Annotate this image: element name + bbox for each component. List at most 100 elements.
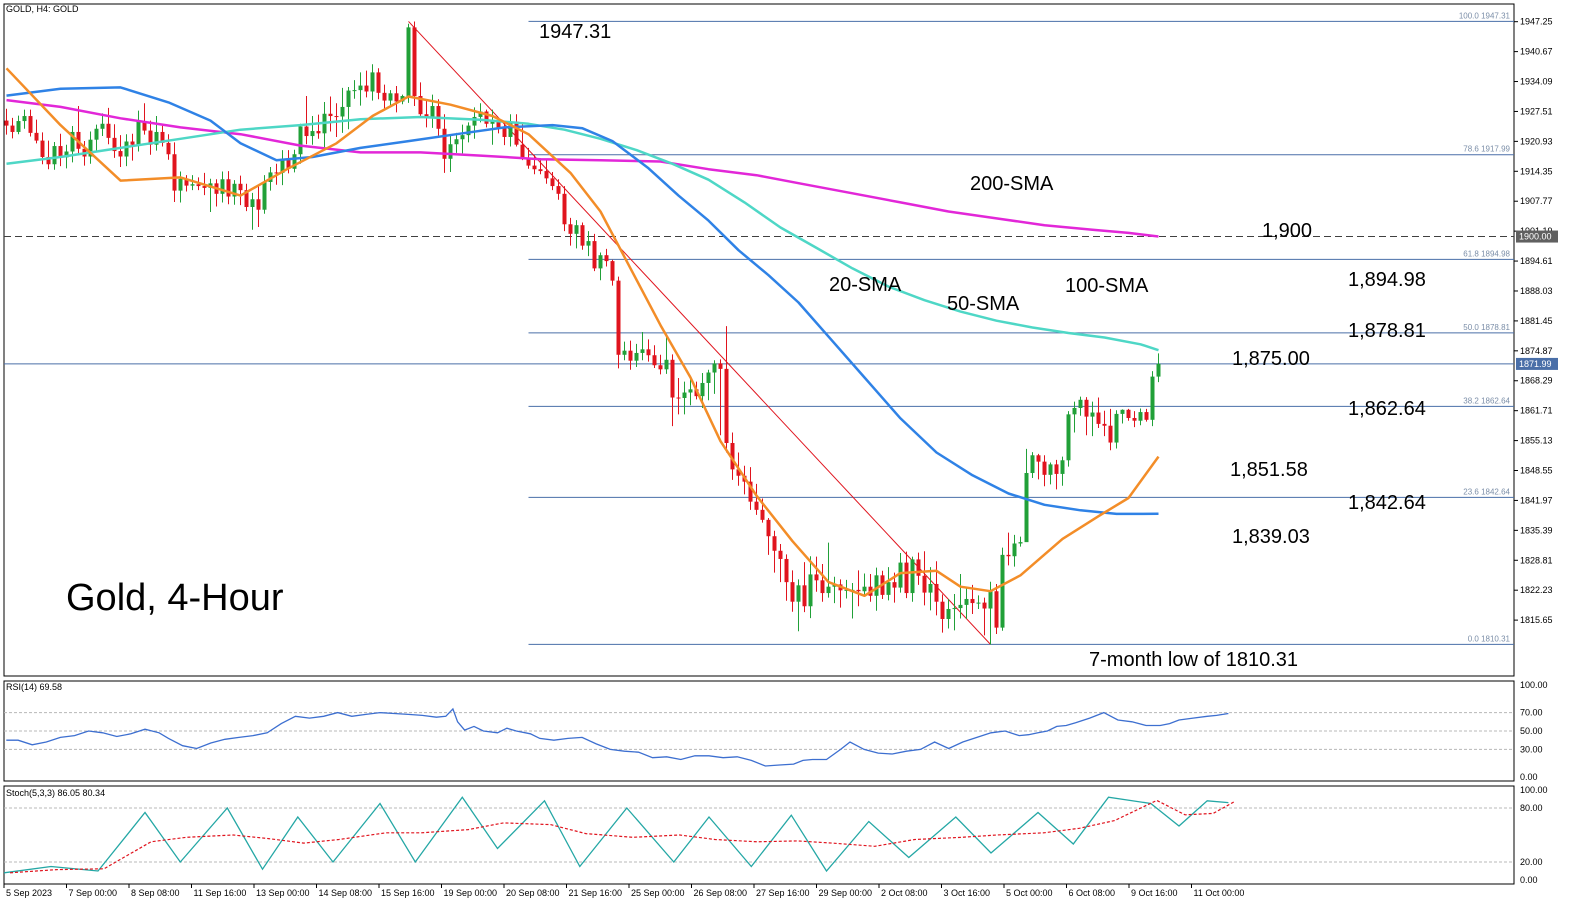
candle-body xyxy=(16,121,21,132)
candle-body xyxy=(376,72,381,93)
annotation-1851: 1,851.58 xyxy=(1230,459,1308,481)
time-tick-label: 21 Sep 16:00 xyxy=(569,888,623,898)
candle-body xyxy=(136,121,141,145)
time-tick-label: 20 Sep 08:00 xyxy=(506,888,560,898)
price-box-label: 1900.00 xyxy=(1519,232,1552,242)
price-tick-label: 1888.03 xyxy=(1520,286,1553,296)
candle-body xyxy=(1054,464,1059,474)
sma20-line xyxy=(5,67,1160,598)
candle-body xyxy=(448,144,453,159)
candle-body xyxy=(670,359,675,398)
time-tick-label: 27 Sep 16:00 xyxy=(756,888,810,898)
candle-body xyxy=(556,186,561,194)
candle-body xyxy=(40,140,45,157)
candle-body xyxy=(94,128,99,140)
candle-body xyxy=(1000,554,1005,628)
candle-body xyxy=(1102,423,1107,426)
candle-body xyxy=(1036,455,1041,462)
candle-body xyxy=(364,85,369,92)
candle-body xyxy=(1126,409,1131,418)
candle-body xyxy=(862,586,867,592)
candle-body xyxy=(346,90,351,107)
candle-body xyxy=(892,582,897,588)
price-panel: 1947.25 1940.67 1934.09 1927.51 1920.93 1914.… xyxy=(4,11,1558,671)
candle-body xyxy=(388,93,393,101)
candle-body xyxy=(178,178,183,191)
candle-body xyxy=(310,131,315,137)
candle-body xyxy=(250,199,255,207)
candle-body xyxy=(238,183,243,191)
candle-body xyxy=(358,85,363,91)
candle-body xyxy=(1156,363,1161,377)
price-tick-label: 1822.23 xyxy=(1520,585,1553,595)
fib-value-label: 1947.31 xyxy=(539,21,611,43)
fib-value-label: 1,862.64 xyxy=(1348,398,1426,420)
candle-body xyxy=(124,141,129,157)
candle-body xyxy=(382,92,387,101)
candle-body xyxy=(160,131,165,143)
candle-body xyxy=(442,128,447,159)
candle-body xyxy=(1006,554,1011,557)
time-tick-label: 5 Oct 00:00 xyxy=(1006,888,1053,898)
candle-body xyxy=(1048,464,1053,475)
candle-body xyxy=(994,591,999,628)
price-tick-label: 1868.29 xyxy=(1520,376,1553,386)
candle-body xyxy=(916,559,921,576)
price-tick-label: 1920.93 xyxy=(1520,136,1553,146)
price-tick-label: 1861.71 xyxy=(1520,406,1553,416)
candle-body xyxy=(190,184,195,186)
time-tick-label: 15 Sep 16:00 xyxy=(381,888,435,898)
candle-body xyxy=(286,158,291,169)
candle-body xyxy=(478,111,483,117)
fib-level-name: 23.6 1842.64 xyxy=(1463,487,1510,496)
fib-level-name: 0.0 1810.31 xyxy=(1468,634,1511,643)
candle-body xyxy=(466,125,471,136)
candle-body xyxy=(262,181,267,210)
fib-level-name: 100.0 1947.31 xyxy=(1459,11,1511,20)
candle-body xyxy=(676,397,681,399)
candle-body xyxy=(340,106,345,117)
candle-body xyxy=(202,186,207,188)
candle-body xyxy=(964,598,969,605)
time-tick-label: 14 Sep 08:00 xyxy=(319,888,373,898)
time-tick-label: 26 Sep 08:00 xyxy=(694,888,748,898)
candle-body xyxy=(1150,376,1155,420)
time-tick-label: 8 Sep 08:00 xyxy=(131,888,180,898)
candle-body xyxy=(988,591,993,609)
candle-body xyxy=(106,123,111,138)
candle-body xyxy=(70,131,75,152)
candle-body xyxy=(430,106,435,118)
candle-body xyxy=(652,355,657,366)
price-tick-label: 1940.67 xyxy=(1520,47,1553,57)
candle-body xyxy=(88,139,93,157)
candle-body xyxy=(148,130,153,145)
candle-body xyxy=(532,165,537,170)
candle-body xyxy=(598,255,603,269)
price-tick-label: 1934.09 xyxy=(1520,77,1553,87)
candle-body xyxy=(1114,413,1119,443)
candle-body xyxy=(592,241,597,269)
candle-body xyxy=(526,158,531,166)
candle-body xyxy=(550,178,555,187)
price-tick-label: 1927.51 xyxy=(1520,106,1553,116)
candle-body xyxy=(460,135,465,140)
price-tick-label: 1907.77 xyxy=(1520,196,1553,206)
annotation-20-sma: 20-SMA xyxy=(829,274,902,296)
candle-body xyxy=(1138,412,1143,421)
candle-body xyxy=(118,151,123,157)
candle-body xyxy=(616,280,621,355)
candle-body xyxy=(220,179,225,194)
candle-body xyxy=(292,154,297,169)
candle-body xyxy=(928,583,933,593)
candle-body xyxy=(166,142,171,155)
candle-body xyxy=(232,183,237,197)
time-tick-label: 3 Oct 16:00 xyxy=(944,888,991,898)
candle-body xyxy=(274,172,279,174)
time-tick-label: 2 Oct 08:00 xyxy=(881,888,928,898)
candle-body xyxy=(280,158,285,173)
candle-body xyxy=(856,589,861,592)
candle-body xyxy=(640,349,645,353)
rsi-tick-label: 30.00 xyxy=(1520,744,1543,754)
candle-body xyxy=(814,574,819,581)
candle-body xyxy=(352,90,357,92)
